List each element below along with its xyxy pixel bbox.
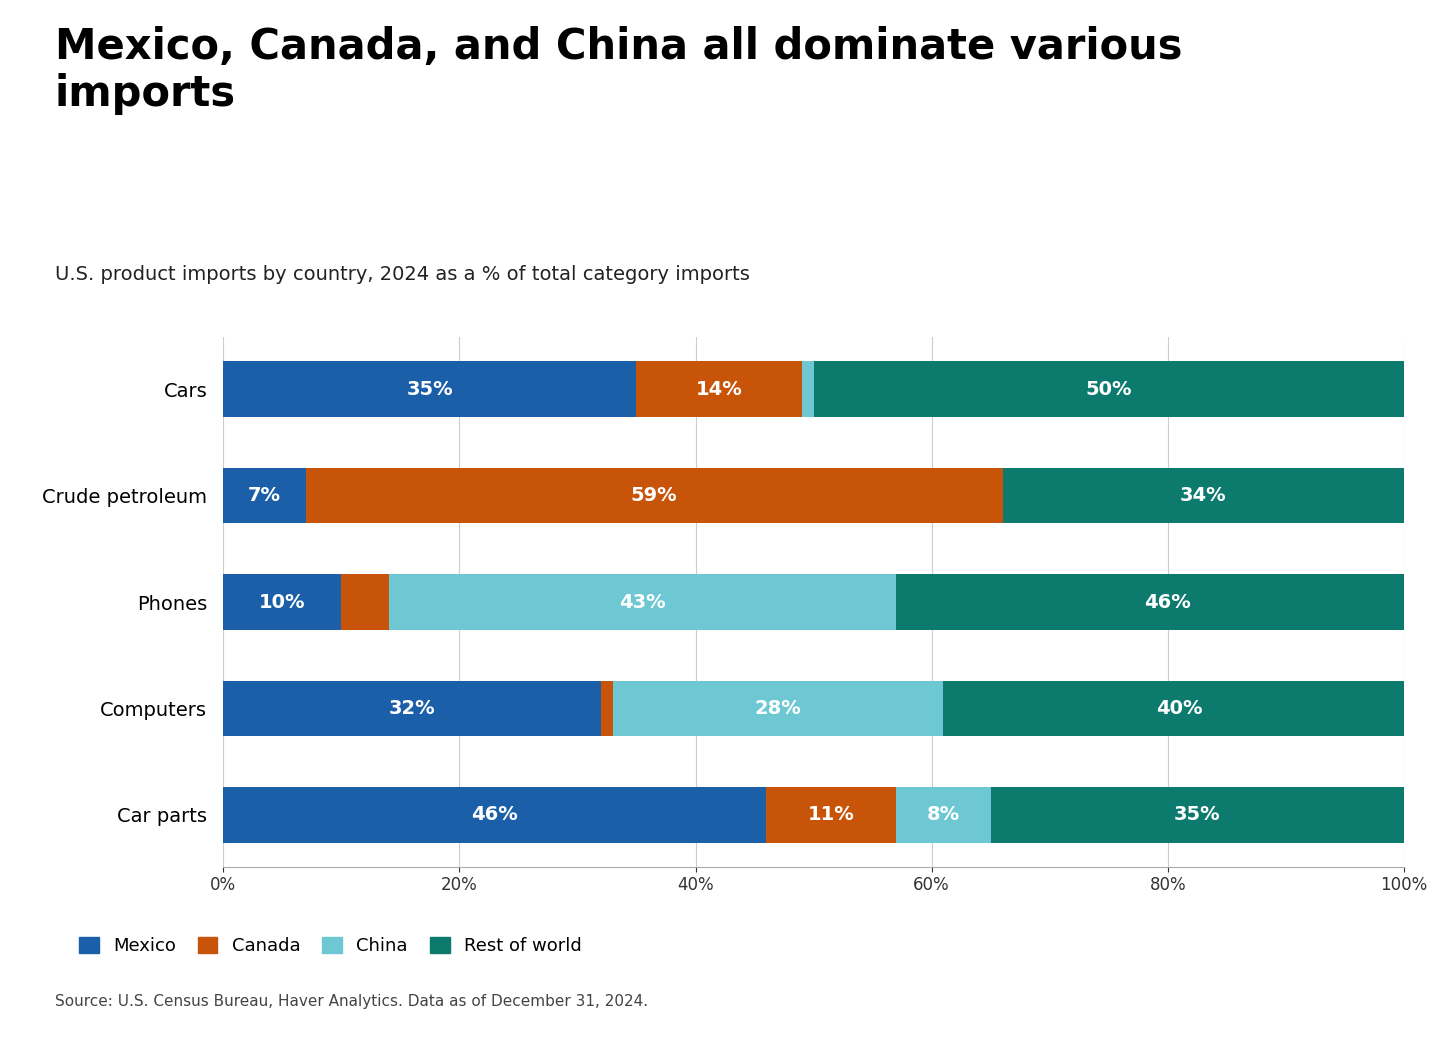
Bar <box>223 681 600 736</box>
Text: 11%: 11% <box>808 805 855 824</box>
Text: Mexico, Canada, and China all dominate various
imports: Mexico, Canada, and China all dominate v… <box>55 26 1182 115</box>
Text: 59%: 59% <box>631 486 677 506</box>
Bar <box>223 787 766 843</box>
Text: 8%: 8% <box>927 805 960 824</box>
Text: 7%: 7% <box>248 486 281 506</box>
Bar <box>943 681 1416 736</box>
Bar <box>814 361 1404 417</box>
Bar <box>896 574 1440 630</box>
Text: 14%: 14% <box>696 380 743 399</box>
Bar <box>600 681 613 736</box>
Text: 10%: 10% <box>259 593 305 611</box>
Text: 46%: 46% <box>471 805 518 824</box>
Text: 35%: 35% <box>1174 805 1221 824</box>
Text: Source: U.S. Census Bureau, Haver Analytics. Data as of December 31, 2024.: Source: U.S. Census Bureau, Haver Analyt… <box>55 994 648 1009</box>
Bar <box>223 468 305 523</box>
Bar <box>1002 468 1404 523</box>
Bar <box>802 361 814 417</box>
Text: 28%: 28% <box>755 699 802 718</box>
Legend: Mexico, Canada, China, Rest of world: Mexico, Canada, China, Rest of world <box>79 936 582 955</box>
Text: U.S. product imports by country, 2024 as a % of total category imports: U.S. product imports by country, 2024 as… <box>55 265 750 283</box>
Bar <box>341 574 389 630</box>
Text: 50%: 50% <box>1086 380 1132 399</box>
Bar <box>223 574 341 630</box>
Text: 46%: 46% <box>1145 593 1191 611</box>
Bar <box>896 787 991 843</box>
Text: 35%: 35% <box>406 380 454 399</box>
Bar <box>991 787 1404 843</box>
Bar <box>766 787 896 843</box>
Text: 43%: 43% <box>619 593 665 611</box>
Text: 40%: 40% <box>1156 699 1202 718</box>
Bar <box>305 468 1002 523</box>
Text: 34%: 34% <box>1179 486 1227 506</box>
Text: 32%: 32% <box>389 699 435 718</box>
Bar <box>223 361 636 417</box>
Bar <box>613 681 943 736</box>
Bar <box>636 361 802 417</box>
Bar <box>389 574 896 630</box>
